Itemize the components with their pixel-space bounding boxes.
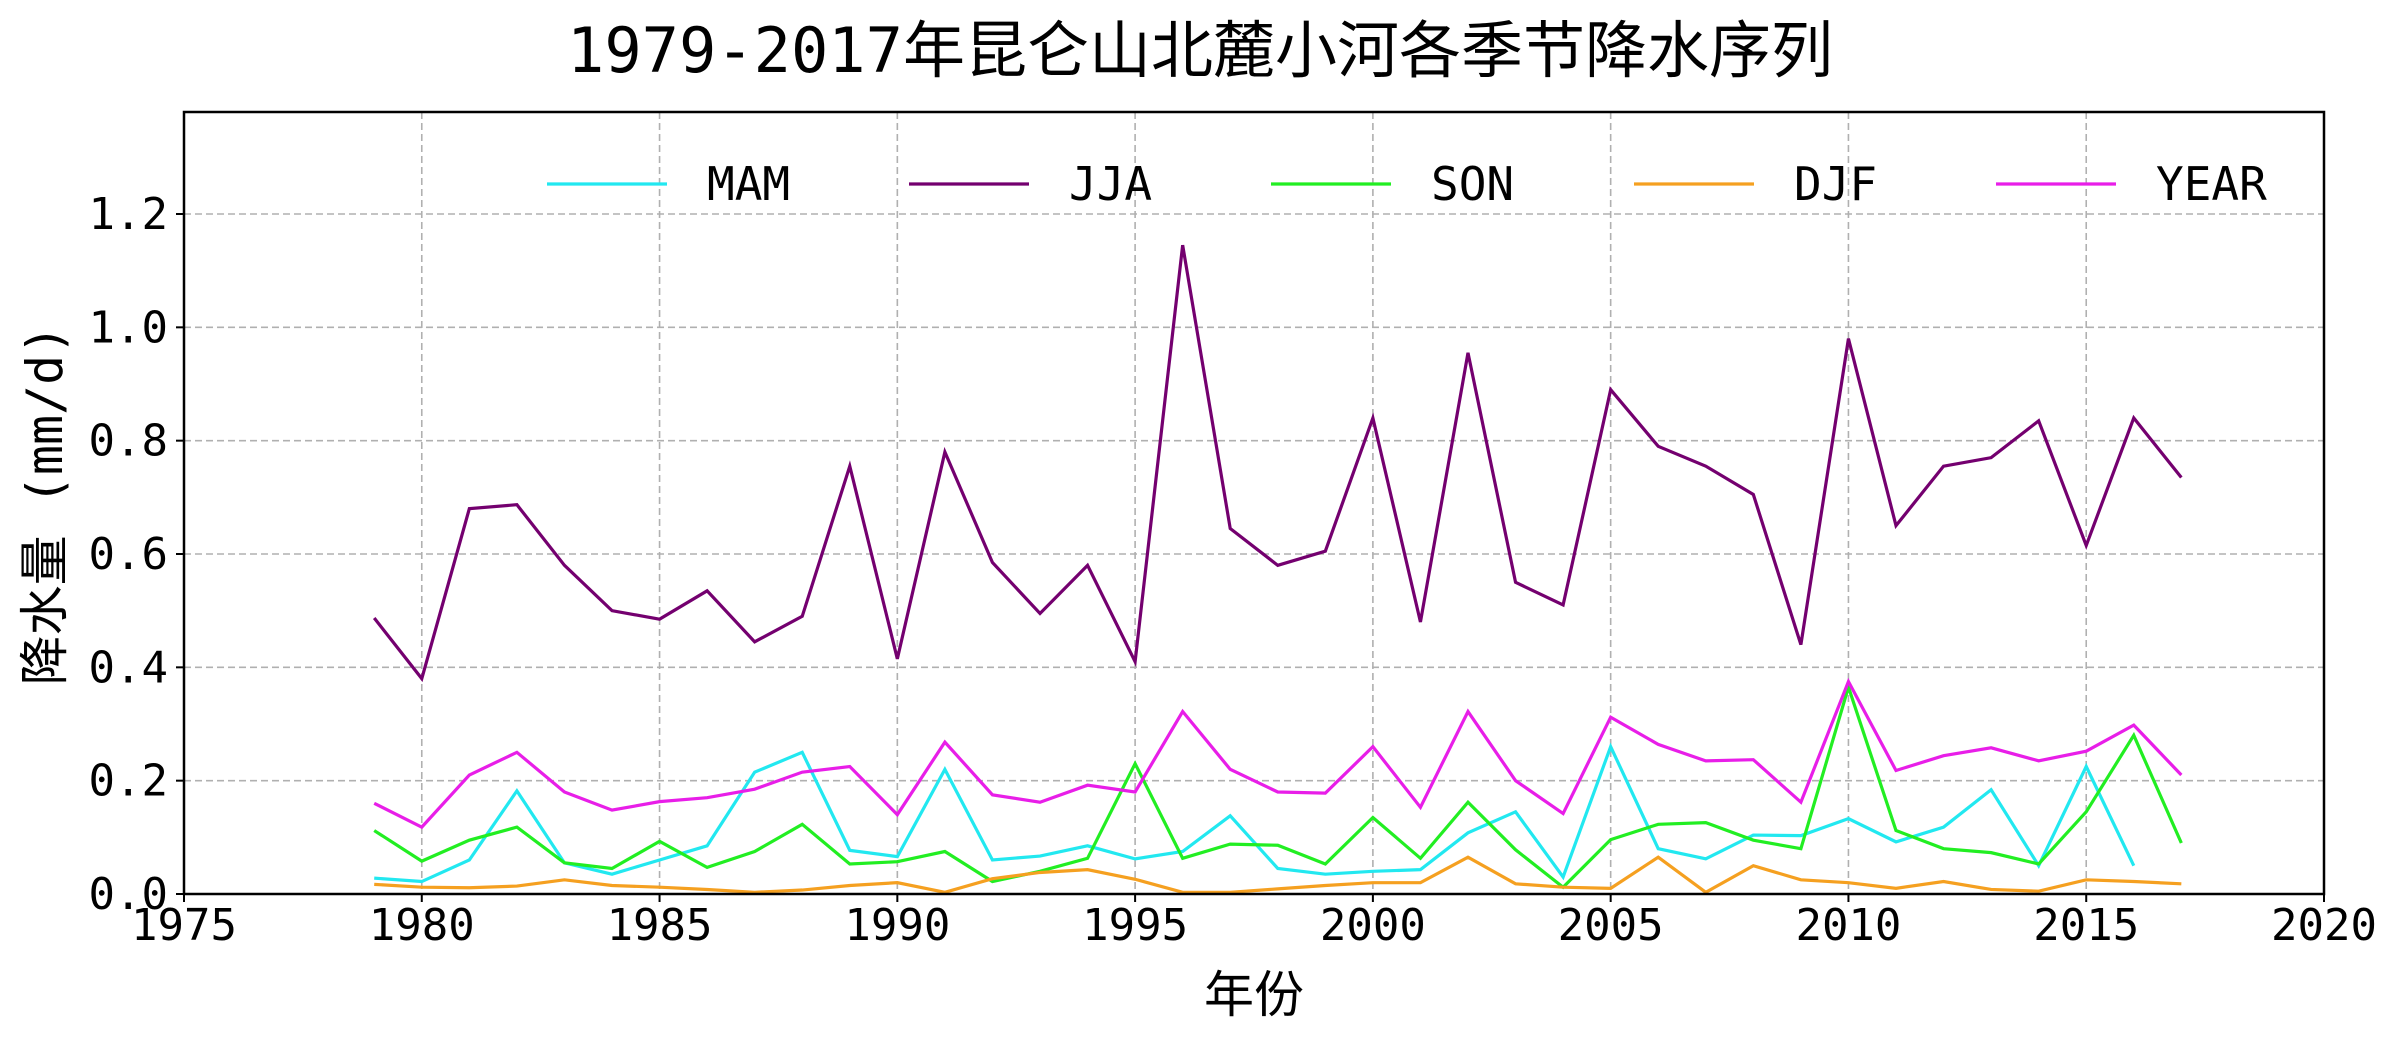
y-tick-label: 1.0 bbox=[89, 302, 168, 353]
x-tick-label: 1980 bbox=[369, 900, 475, 951]
legend-label: YEAR bbox=[2156, 157, 2267, 211]
plot-frame bbox=[182, 110, 2326, 896]
series-lines bbox=[372, 244, 2183, 895]
grid bbox=[184, 112, 2324, 894]
series-jja bbox=[372, 244, 2183, 683]
x-tick-label: 1995 bbox=[1082, 900, 1188, 951]
x-tick-label: 1990 bbox=[844, 900, 950, 951]
y-axis-ticks: 0.0 0.2 0.4 0.6 0.8 1.0 1.2 bbox=[89, 189, 184, 920]
line-jja bbox=[372, 244, 2183, 683]
x-tick-label: 2010 bbox=[1795, 900, 1901, 951]
y-tick-label: 0.4 bbox=[89, 642, 168, 693]
legend: MAM JJA SON DJF YEAR bbox=[547, 157, 2267, 211]
legend-item-son: SON bbox=[1271, 157, 1514, 211]
legend-label: MAM bbox=[707, 157, 790, 211]
x-axis-label: 年份 bbox=[1204, 966, 1304, 1024]
line-djf bbox=[374, 855, 2182, 895]
y-axis-label: 降水量 (mm/d) bbox=[16, 325, 74, 686]
legend-item-year: YEAR bbox=[1996, 157, 2267, 211]
y-tick-label: 1.2 bbox=[89, 189, 168, 240]
legend-item-jja: JJA bbox=[909, 157, 1152, 211]
y-tick-label: 0.0 bbox=[89, 869, 168, 920]
y-tick-label: 0.2 bbox=[89, 756, 168, 807]
y-tick-label: 0.8 bbox=[89, 416, 168, 467]
legend-item-djf: DJF bbox=[1634, 157, 1877, 211]
series-son bbox=[373, 681, 2183, 890]
legend-label: SON bbox=[1431, 157, 1514, 211]
series-mam bbox=[374, 742, 2136, 884]
x-tick-label: 1985 bbox=[607, 900, 713, 951]
chart-title: 1979-2017年昆仑山北麓小河各季节降水序列 bbox=[567, 14, 1833, 87]
x-tick-label: 1975 bbox=[131, 900, 237, 951]
series-djf bbox=[374, 855, 2182, 895]
y-tick-label: 0.6 bbox=[89, 529, 168, 580]
x-tick-label: 2015 bbox=[2033, 900, 2139, 951]
x-axis-ticks: 1975 1980 1985 1990 1995 2000 2005 2010 2015 2020 bbox=[131, 894, 2377, 951]
x-tick-label: 2020 bbox=[2271, 900, 2377, 951]
line-mam bbox=[374, 742, 2136, 884]
line-son bbox=[373, 681, 2183, 890]
legend-label: DJF bbox=[1794, 157, 1877, 211]
legend-item-mam: MAM bbox=[547, 157, 790, 211]
line-year bbox=[373, 677, 2183, 830]
series-year bbox=[373, 677, 2183, 830]
x-tick-label: 2000 bbox=[1320, 900, 1426, 951]
x-tick-label: 2005 bbox=[1558, 900, 1664, 951]
legend-label: JJA bbox=[1069, 157, 1152, 211]
